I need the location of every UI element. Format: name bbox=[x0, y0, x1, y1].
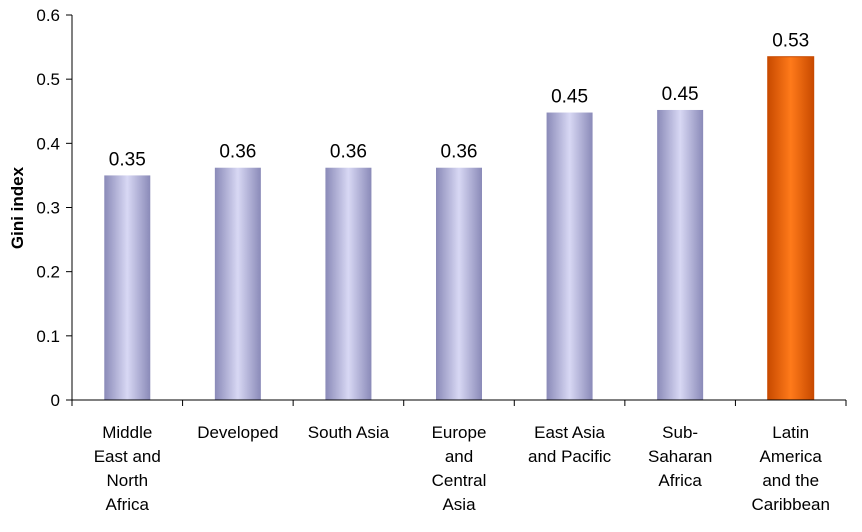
category-label: Middle East and North Africa bbox=[94, 423, 161, 514]
data-label: 0.36 bbox=[330, 142, 367, 163]
axes-layer bbox=[66, 14, 847, 406]
bar bbox=[767, 56, 815, 401]
bar bbox=[325, 167, 372, 400]
category-label: Europe and Central Asia bbox=[432, 423, 487, 514]
data-label: 0.45 bbox=[551, 87, 588, 108]
bar bbox=[104, 175, 151, 400]
bars-layer bbox=[104, 56, 815, 401]
y-tick-label: 0.4 bbox=[36, 134, 60, 153]
category-label: Latin America and the Caribbean bbox=[751, 423, 829, 514]
y-tick-label: 0.3 bbox=[36, 199, 60, 218]
data-label: 0.35 bbox=[109, 149, 146, 170]
category-label: East Asia and Pacific bbox=[528, 423, 612, 466]
data-label: 0.45 bbox=[662, 84, 699, 105]
y-tick-label: 0.1 bbox=[36, 327, 60, 346]
y-tick-label: 0.2 bbox=[36, 263, 60, 282]
bar bbox=[436, 167, 482, 400]
bar bbox=[657, 109, 704, 400]
data-label: 0.36 bbox=[441, 142, 478, 163]
data-label: 0.53 bbox=[772, 31, 809, 52]
y-axis-title: Gini index bbox=[8, 166, 27, 249]
category-label: Sub-Saharan Africa bbox=[648, 423, 712, 490]
y-tick-label: 0.5 bbox=[36, 70, 60, 89]
labels-layer: 0 0.1 0.2 0.3 0.4 0.5 0.6 0.35 Middle East and Nor… bbox=[36, 6, 830, 514]
bar bbox=[214, 167, 261, 400]
y-tick-label: 0.6 bbox=[36, 6, 60, 25]
category-label: South Asia bbox=[308, 423, 390, 442]
y-tick-label: 0 bbox=[51, 391, 60, 410]
category-label: Developed bbox=[197, 423, 278, 442]
bar bbox=[546, 112, 593, 401]
data-label: 0.36 bbox=[219, 142, 256, 163]
